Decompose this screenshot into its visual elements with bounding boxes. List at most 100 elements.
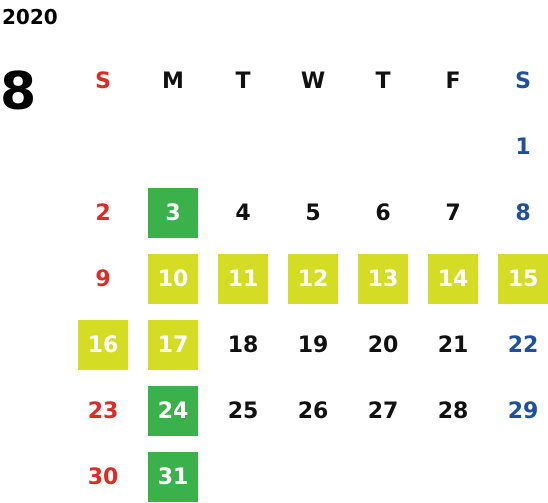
day-cell-16[interactable]: 16: [68, 320, 138, 370]
week-row: 23 24 25 26 27 28 29: [68, 386, 548, 436]
day-number: 10: [148, 254, 198, 304]
day-number: 13: [358, 254, 408, 304]
day-number: [288, 452, 338, 502]
day-number: 11: [218, 254, 268, 304]
day-number: [78, 122, 128, 172]
day-cell-19[interactable]: 19: [278, 320, 348, 370]
day-number: 4: [235, 200, 251, 226]
weekday-thursday: T: [375, 68, 391, 94]
day-number: 31: [148, 452, 198, 502]
day-cell-15[interactable]: 15: [488, 254, 548, 304]
week-row: 30 31: [68, 452, 548, 502]
day-number: 9: [95, 266, 111, 292]
day-number: 22: [507, 332, 539, 358]
empty-cell-wednesday: [278, 452, 348, 502]
day-number: 7: [445, 200, 461, 226]
day-number: [428, 452, 478, 502]
empty-cell-thursday: [348, 452, 418, 502]
day-number: 24: [148, 386, 198, 436]
weekday-monday: M: [162, 68, 184, 94]
month-label: 8: [0, 62, 37, 122]
day-number: [358, 452, 408, 502]
day-cell-21[interactable]: 21: [418, 320, 488, 370]
weekday-tuesday: T: [235, 68, 251, 94]
day-number: [288, 122, 338, 172]
day-number: [148, 122, 198, 172]
day-cell-7[interactable]: 7: [418, 188, 488, 238]
day-cell-14[interactable]: 14: [418, 254, 488, 304]
weekday-wednesday: W: [300, 68, 326, 94]
day-number: 21: [437, 332, 469, 358]
day-cell-26[interactable]: 26: [278, 386, 348, 436]
day-cell-6[interactable]: 6: [348, 188, 418, 238]
weekday-friday: F: [445, 68, 461, 94]
empty-cell-friday: [418, 122, 488, 172]
day-cell-8[interactable]: 8: [488, 188, 548, 238]
day-number: 25: [227, 398, 259, 424]
week-row: 9 10 11 12 13 14 15: [68, 254, 548, 304]
day-cell-3[interactable]: 3: [138, 188, 208, 238]
empty-cell-friday: [418, 452, 488, 502]
empty-cell-tuesday: [208, 452, 278, 502]
day-cell-2[interactable]: 2: [68, 188, 138, 238]
empty-cell-wednesday: [278, 122, 348, 172]
day-cell-25[interactable]: 25: [208, 386, 278, 436]
day-cell-24[interactable]: 24: [138, 386, 208, 436]
day-cell-29[interactable]: 29: [488, 386, 548, 436]
week-row: 1: [68, 122, 548, 172]
day-number: 18: [227, 332, 259, 358]
empty-cell-tuesday: [208, 122, 278, 172]
day-cell-1[interactable]: 1: [488, 122, 548, 172]
day-number: 19: [297, 332, 329, 358]
day-number: 16: [78, 320, 128, 370]
day-number: 5: [305, 200, 321, 226]
day-cell-13[interactable]: 13: [348, 254, 418, 304]
day-cell-17[interactable]: 17: [138, 320, 208, 370]
year-label: 2020: [2, 5, 58, 29]
day-number: 6: [375, 200, 391, 226]
day-cell-28[interactable]: 28: [418, 386, 488, 436]
empty-cell-sunday: [68, 122, 138, 172]
day-cell-4[interactable]: 4: [208, 188, 278, 238]
day-cell-10[interactable]: 10: [138, 254, 208, 304]
day-number: 26: [297, 398, 329, 424]
day-cell-30[interactable]: 30: [68, 452, 138, 502]
empty-cell-saturday: [488, 452, 548, 502]
day-cell-18[interactable]: 18: [208, 320, 278, 370]
day-cell-5[interactable]: 5: [278, 188, 348, 238]
day-cell-31[interactable]: 31: [138, 452, 208, 502]
day-number: 8: [515, 200, 531, 226]
day-cell-9[interactable]: 9: [68, 254, 138, 304]
week-row: 2 3 4 5 6 7 8: [68, 188, 548, 238]
weekday-header-row: S M T W T F S: [68, 56, 548, 106]
day-number: [498, 452, 548, 502]
day-cell-23[interactable]: 23: [68, 386, 138, 436]
empty-cell-monday: [138, 122, 208, 172]
day-number: 28: [437, 398, 469, 424]
day-cell-11[interactable]: 11: [208, 254, 278, 304]
weeks-container: 1 2 3 4 5 6 7 8 9 10 11 12 13 14 15 16 17 18 19 20 21 22 23 24 2…: [68, 122, 548, 502]
weekday-sunday: S: [95, 68, 111, 94]
day-number: [218, 122, 268, 172]
day-number: [358, 122, 408, 172]
day-number: 27: [367, 398, 399, 424]
day-cell-12[interactable]: 12: [278, 254, 348, 304]
day-number: 23: [87, 398, 119, 424]
day-cell-27[interactable]: 27: [348, 386, 418, 436]
calendar-grid: S M T W T F S 1 2 3 4 5 6 7 8 9 10 11 12 13 14 15 16 17 1…: [68, 56, 548, 502]
day-number: 14: [428, 254, 478, 304]
empty-cell-thursday: [348, 122, 418, 172]
day-number: 15: [498, 254, 548, 304]
week-row: 16 17 18 19 20 21 22: [68, 320, 548, 370]
day-number: 29: [507, 398, 539, 424]
day-number: 2: [95, 200, 111, 226]
day-number: 17: [148, 320, 198, 370]
day-cell-22[interactable]: 22: [488, 320, 548, 370]
day-cell-20[interactable]: 20: [348, 320, 418, 370]
day-number: 30: [87, 464, 119, 490]
day-number: 3: [148, 188, 198, 238]
day-number: [428, 122, 478, 172]
day-number: [218, 452, 268, 502]
weekday-saturday: S: [515, 68, 531, 94]
day-number: 20: [367, 332, 399, 358]
